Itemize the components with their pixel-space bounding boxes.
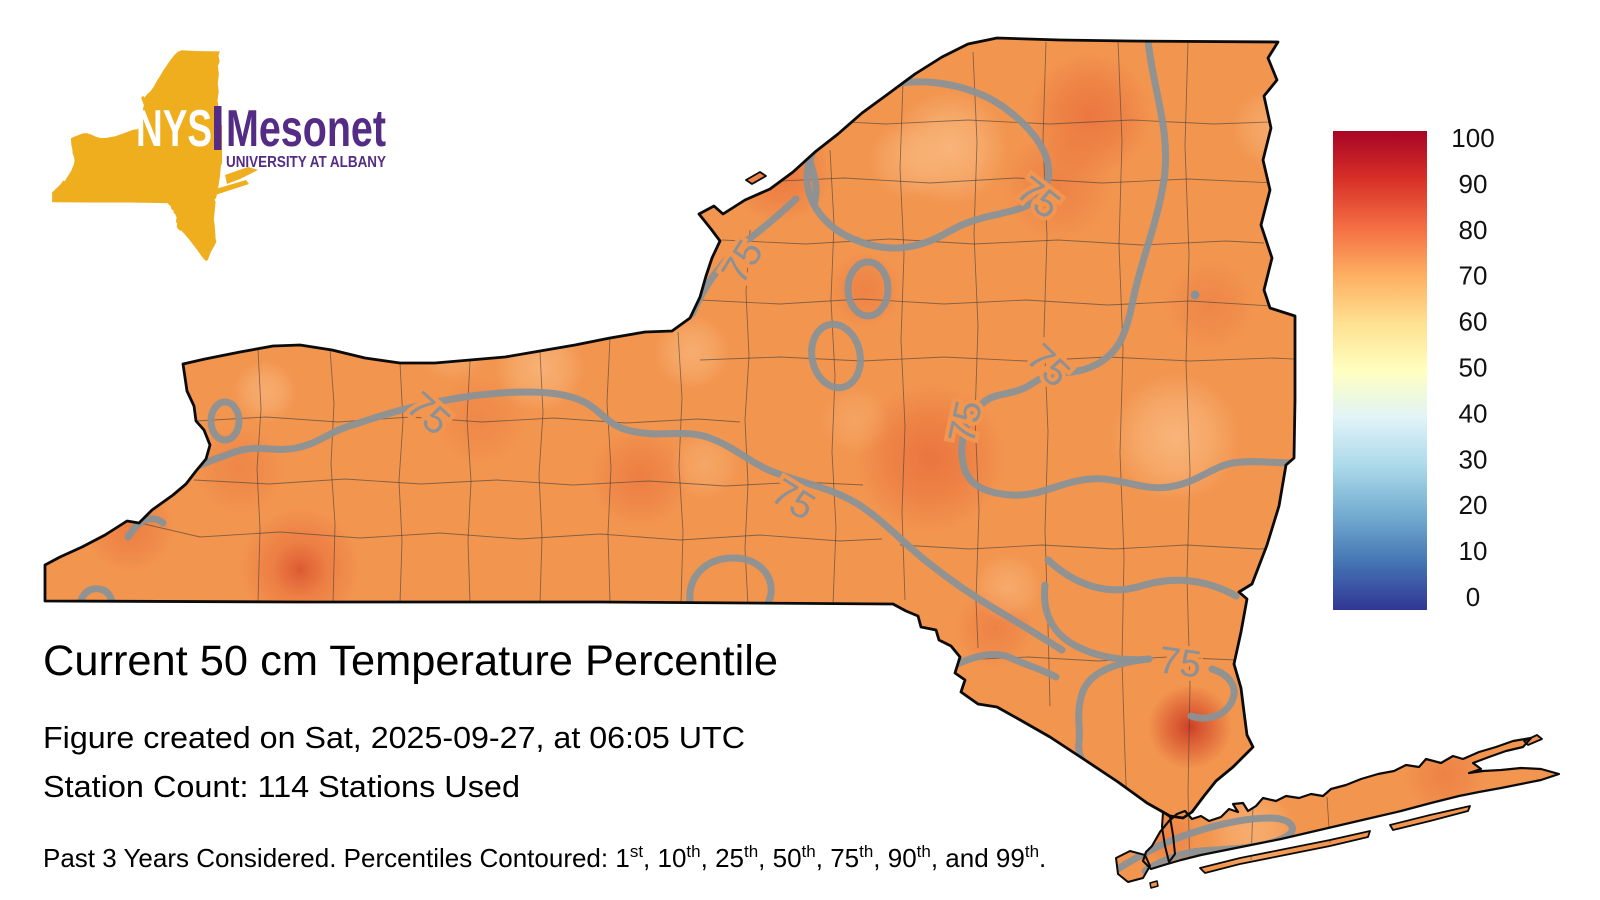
colorbar-gradient-bar (1333, 131, 1427, 610)
contour-lake-branch (688, 195, 800, 318)
cool-percentile-spot (973, 553, 1043, 623)
logo-nys-text: NYS (136, 100, 212, 158)
figure-title: Current 50 cm Temperature Percentile (43, 637, 778, 685)
colorbar-tick-label: 80 (1459, 215, 1488, 245)
hot-percentile-spot (272, 542, 328, 598)
caption-block: Current 50 cm Temperature Percentile Fig… (43, 637, 1046, 873)
county-boundaries (139, 40, 1357, 877)
logo-mesonet-text: Mesonet (226, 100, 386, 158)
colorbar-tick-label: 90 (1459, 169, 1488, 199)
contour-erie-hook (124, 515, 167, 541)
contour-ring-b (808, 320, 864, 392)
county-lines-horizontal (139, 119, 1357, 662)
colorbar-tick-label: 20 (1459, 490, 1488, 520)
station-count-line: Station Count: 114 Stations Used (43, 769, 520, 804)
colorbar-tick-label: 40 (1459, 398, 1488, 428)
cool-percentile-spot (868, 120, 948, 200)
hot-percentile-spot (1148, 685, 1232, 769)
colorbar-tick-label: 0 (1466, 582, 1480, 612)
logo-university-text: UNIVERSITY AT ALBANY (226, 154, 386, 171)
contour-northeast-long (958, 38, 1297, 499)
colorbar-tick-label: 70 (1459, 261, 1488, 291)
contour-ring-west (207, 398, 243, 444)
colorbar-tick-label: 100 (1451, 123, 1494, 153)
cool-percentile-spot (414, 307, 490, 383)
colorbar-tick-label: 50 (1459, 353, 1488, 383)
warm-percentile-spot (1003, 130, 1113, 240)
contour-ring-a (844, 258, 892, 320)
warm-percentile-spot (1165, 260, 1255, 350)
contour-catskill-wave (949, 651, 1060, 681)
warm-percentile-spot (1405, 735, 1485, 815)
cool-percentile-spot (654, 314, 730, 390)
contour-hudson-s2 (1187, 665, 1238, 722)
colorbar-tick-label: 30 (1459, 444, 1488, 474)
contour-dot (1190, 290, 1200, 300)
contour-main-west-east (84, 388, 1066, 654)
figure-created-line: Figure created on Sat, 2025-09-27, at 06… (43, 720, 745, 755)
contour-label-75: 75 (941, 397, 991, 447)
logo-divider-bar (214, 106, 222, 150)
contour-east-wave (1044, 556, 1240, 600)
logo-long-island-sliver (202, 180, 249, 198)
logo-long-island-shape (225, 167, 258, 184)
colorbar-tick-label: 10 (1459, 536, 1488, 566)
cool-percentile-spot (233, 360, 297, 424)
nys-mesonet-logo: NYS Mesonet UNIVERSITY AT ALBANY (52, 50, 386, 261)
colorbar-tick-label: 60 (1459, 307, 1488, 337)
contour-label-75: 75 (1156, 639, 1204, 686)
footnote-line: Past 3 Years Considered. Percentiles Con… (43, 842, 1046, 873)
warm-percentile-spot (590, 428, 690, 528)
cool-percentile-spot (820, 385, 890, 455)
